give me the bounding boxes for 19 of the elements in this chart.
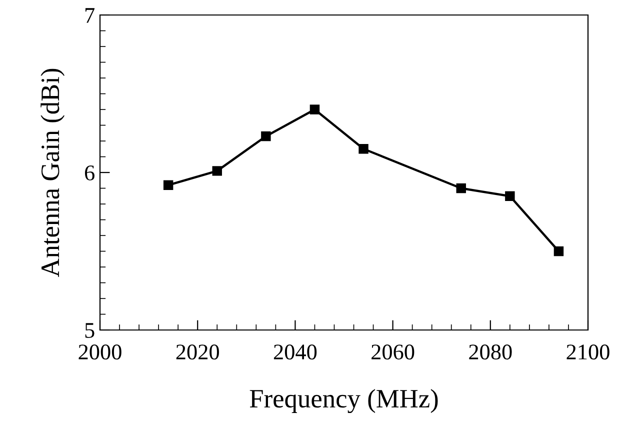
point [456,183,466,194]
x-tick-label: 2080 [469,344,512,360]
point [163,180,174,190]
y-tick-label: 6 [84,165,94,180]
x-tick-label: 2000 [78,344,122,360]
point [505,191,515,201]
x-axis-title: Frequency (MHz) [250,389,438,414]
y-axis-title: Antenna Gain (dBi) [40,68,65,278]
point [358,144,368,154]
point [212,166,222,176]
point [554,246,564,256]
y-tick-label: 7 [85,8,94,23]
x-tick-label: 2100 [566,344,610,360]
point [261,131,271,142]
x-tick-label: 2040 [274,344,317,360]
y-tick-label: 5 [85,323,94,338]
point [310,104,320,114]
x-tick-label: 2020 [176,344,219,360]
x-tick-label: 2060 [372,344,414,360]
